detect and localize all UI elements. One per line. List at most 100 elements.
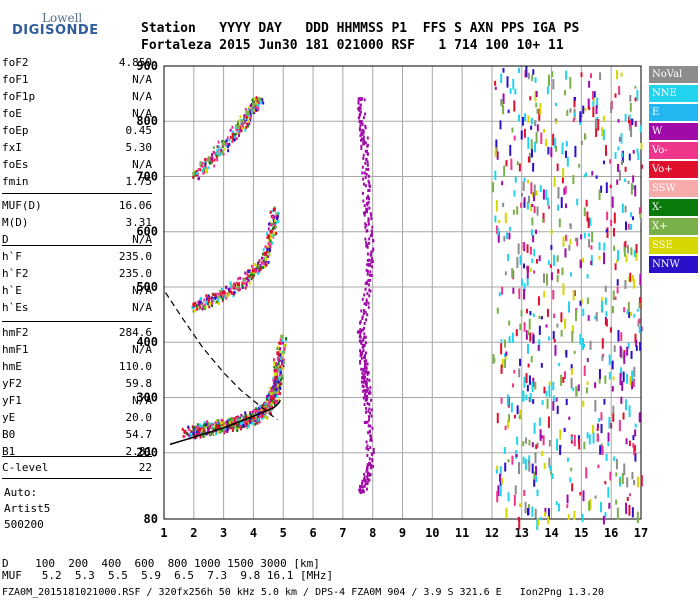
- echo-point: [364, 382, 367, 386]
- echo-point: [256, 421, 259, 425]
- echo-point: [251, 275, 254, 279]
- echo-point: [275, 388, 278, 392]
- noise-mark: [506, 394, 509, 407]
- echo-point: [248, 108, 251, 112]
- noise-mark: [561, 142, 564, 155]
- y-tick-label: 900: [136, 59, 158, 73]
- echo-point: [363, 476, 366, 480]
- echo-point: [218, 424, 221, 428]
- noise-mark: [579, 300, 582, 306]
- echo-point: [365, 421, 368, 425]
- echo-point: [199, 300, 202, 304]
- noise-mark: [598, 242, 601, 251]
- echo-point: [228, 293, 231, 297]
- echo-point: [244, 411, 247, 415]
- param-row: yF1 N/A: [2, 394, 152, 411]
- echo-point: [254, 102, 257, 106]
- echo-point: [239, 424, 242, 428]
- noise-mark: [506, 76, 509, 88]
- echo-point: [277, 380, 280, 384]
- echo-point: [220, 148, 223, 152]
- echo-point: [226, 145, 229, 149]
- echo-point: [371, 265, 374, 269]
- echo-point: [362, 312, 365, 316]
- y-tick-label: 600: [136, 225, 158, 239]
- noise-mark: [613, 245, 616, 251]
- noise-mark: [555, 397, 558, 402]
- echo-point: [243, 282, 246, 286]
- echo-point: [273, 219, 276, 223]
- noise-mark: [511, 268, 514, 278]
- noise-mark: [503, 236, 506, 242]
- noise-mark: [508, 226, 511, 231]
- echo-point: [366, 163, 369, 167]
- echo-point: [367, 409, 370, 413]
- noise-mark: [577, 384, 580, 392]
- noise-mark: [530, 203, 533, 212]
- echo-point: [369, 473, 372, 477]
- noise-mark: [603, 398, 606, 405]
- noise-mark: [633, 249, 636, 258]
- noise-mark: [518, 288, 521, 299]
- echo-point: [369, 466, 372, 470]
- noise-mark: [616, 507, 619, 520]
- noise-mark: [630, 247, 633, 256]
- noise-mark: [513, 369, 516, 374]
- echo-point: [223, 423, 226, 427]
- echo-point: [241, 281, 244, 285]
- noise-mark: [544, 511, 547, 517]
- echo-point: [367, 301, 370, 305]
- echo-point: [217, 140, 220, 144]
- noise-mark: [591, 231, 594, 243]
- echo-point: [370, 213, 373, 217]
- noise-mark: [528, 461, 531, 472]
- param-value: 110.0: [118, 360, 152, 373]
- param-row: foEs N/A: [2, 158, 152, 175]
- echo-point: [218, 152, 221, 156]
- noise-mark: [520, 202, 523, 208]
- noise-mark: [614, 263, 617, 271]
- param-row: foF1p N/A: [2, 90, 152, 107]
- echo-point: [226, 294, 229, 298]
- echo-point: [197, 429, 200, 433]
- noise-mark: [551, 473, 554, 480]
- echo-point: [257, 106, 260, 110]
- noise-mark: [543, 273, 546, 283]
- echo-point: [204, 157, 207, 161]
- echo-point: [359, 349, 362, 353]
- echo-point: [266, 399, 269, 403]
- echo-point: [232, 294, 235, 298]
- noise-mark: [583, 365, 586, 376]
- echo-point: [364, 225, 367, 229]
- noise-mark: [553, 254, 556, 266]
- echo-point: [365, 172, 368, 176]
- echo-point: [363, 365, 366, 369]
- echo-point: [244, 116, 247, 120]
- echo-point: [250, 109, 253, 113]
- noise-mark: [634, 423, 637, 428]
- noise-mark: [598, 417, 601, 423]
- noise-mark: [537, 296, 540, 306]
- echo-point: [243, 420, 246, 424]
- echo-point: [360, 367, 363, 371]
- noise-mark: [531, 149, 534, 158]
- echo-point: [366, 372, 369, 376]
- noise-mark: [587, 98, 590, 109]
- echo-point: [366, 377, 369, 381]
- noise-mark: [573, 434, 576, 447]
- echo-point: [197, 300, 200, 304]
- noise-mark: [548, 439, 551, 447]
- noise-mark: [624, 178, 627, 183]
- noise-mark: [523, 288, 526, 300]
- echo-point: [226, 142, 229, 146]
- echo-point: [264, 402, 267, 406]
- noise-mark: [519, 503, 522, 508]
- data-point: [198, 427, 202, 432]
- noise-mark: [585, 199, 588, 207]
- noise-mark: [527, 72, 530, 80]
- echo-point: [275, 212, 278, 216]
- noise-mark: [605, 319, 608, 327]
- noise-mark: [566, 457, 569, 462]
- echo-point: [359, 121, 362, 125]
- echo-point: [371, 453, 374, 457]
